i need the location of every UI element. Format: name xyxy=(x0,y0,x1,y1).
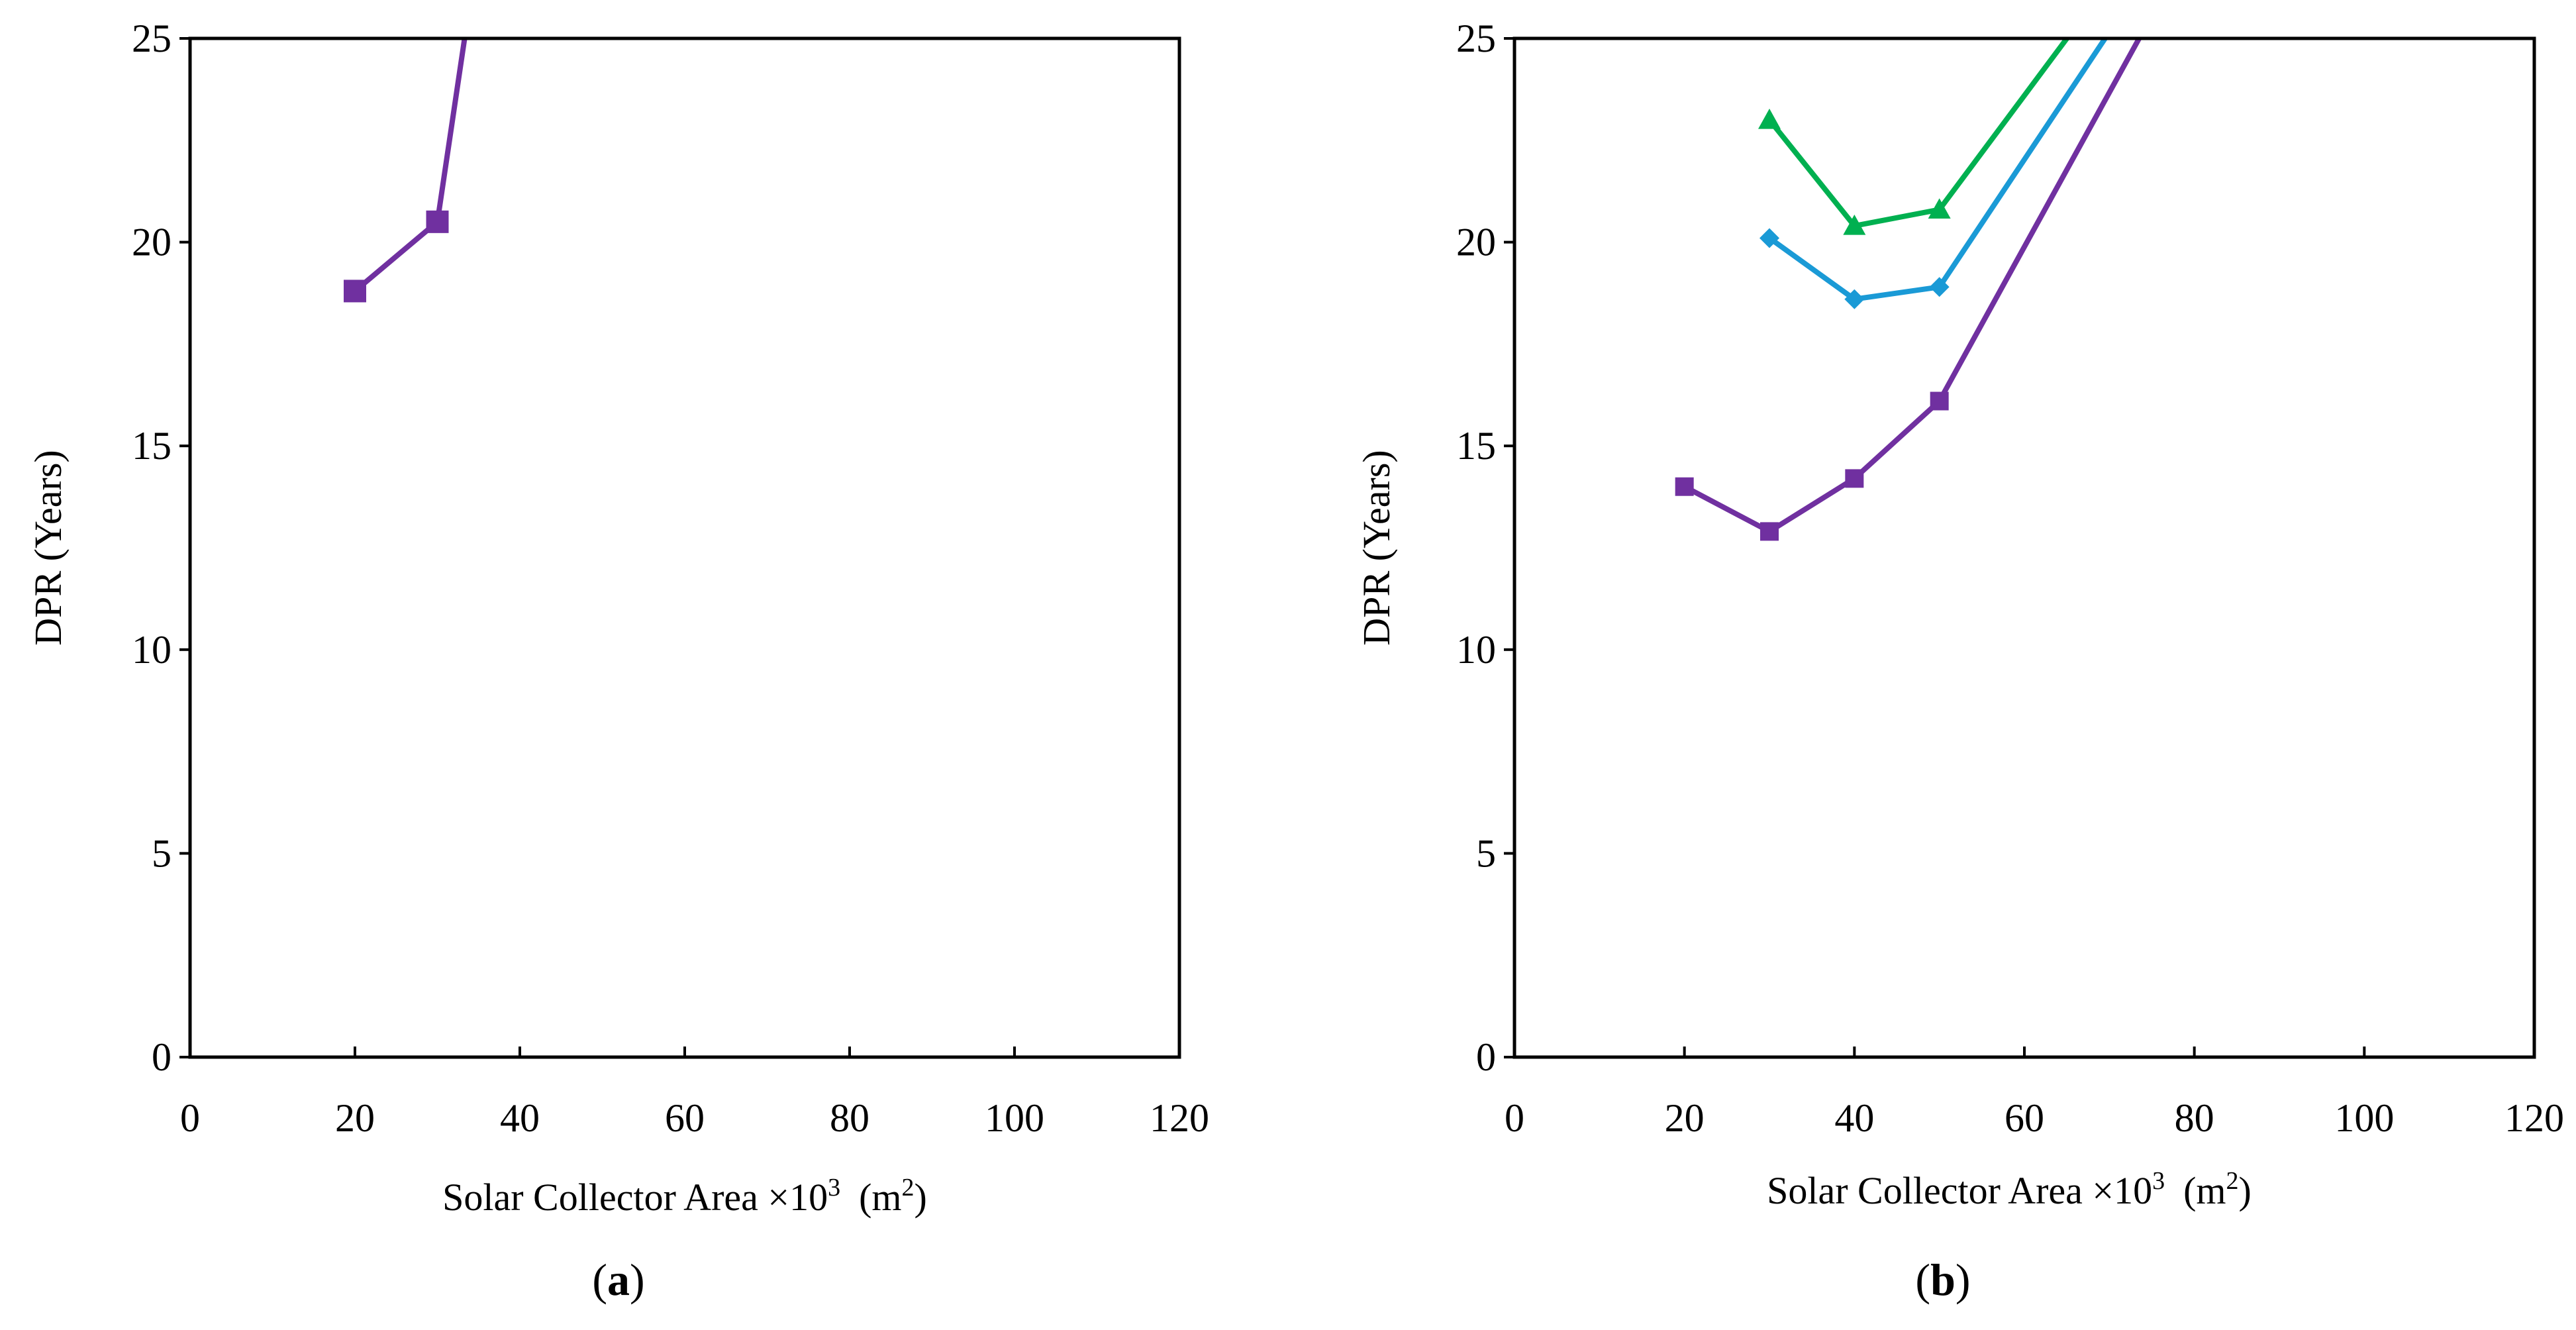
panel-a-series-purple-point xyxy=(344,280,366,303)
panel-b-series-purple-point xyxy=(1930,391,1949,411)
panel-b-y-tick-label: 10 xyxy=(1456,628,1496,672)
panel-b-x-axis-ticks: 0 20 40 60 80 100 120 xyxy=(1505,1047,2564,1140)
panel-b-y-tick-label: 15 xyxy=(1456,424,1496,468)
panel-b-y-tick-label: 0 xyxy=(1476,1035,1496,1079)
panel-b-series-green-point xyxy=(1843,214,1866,235)
panel-a-x-tick-label: 40 xyxy=(500,1096,540,1140)
panel-a-x-tick-label: 0 xyxy=(180,1096,200,1140)
panel-a-label-letter: a xyxy=(607,1254,630,1305)
panel-b-series-green-point xyxy=(1758,109,1781,129)
panel-b-series-purple-line xyxy=(1683,38,2142,535)
panel-b-label-letter: b xyxy=(1930,1254,1956,1305)
panel-b-series-blue-point xyxy=(1929,277,1950,297)
panel-b-y-tick-label: 5 xyxy=(1476,831,1496,875)
panel-b-x-tick-label: 40 xyxy=(1834,1096,1874,1140)
panel-b-series-blue-point xyxy=(1759,228,1779,248)
panel-a-series-purple-line xyxy=(353,38,468,293)
panel-b-label: (b) xyxy=(1915,1254,1970,1305)
panel-a-x-tick-label: 60 xyxy=(665,1096,705,1140)
panel-b-series-purple-point xyxy=(1845,469,1864,488)
panel-b-series-blue-point xyxy=(1844,289,1865,309)
panel-b-series-blue-line xyxy=(1767,38,2108,302)
panel-a-y-tick-label: 5 xyxy=(152,831,172,875)
panel-a-y-axis-ticks: 0 5 10 15 20 25 xyxy=(132,17,190,1079)
panel-b-series-purple-point xyxy=(1760,522,1779,541)
panel-b-x-axis-title-main: Solar Collector Area ×10 xyxy=(1767,1169,2152,1212)
panel-b-x-tick-label: 60 xyxy=(2005,1096,2044,1140)
panel-b-x-tick-label: 20 xyxy=(1665,1096,1705,1140)
panel-a-x-axis-title-unit: (m xyxy=(859,1176,901,1219)
panel-a-x-axis-title-sup: 3 xyxy=(828,1174,840,1202)
panel-a-y-axis-title: DPR (Years) xyxy=(26,450,70,645)
panel-b-plot-frame xyxy=(1512,36,2536,1059)
panel-b-series-green-line xyxy=(1767,38,2069,229)
panel-b-x-tick-label: 120 xyxy=(2504,1096,2564,1140)
panel-a-label: (a) xyxy=(592,1254,644,1305)
panel-b-series-green-point xyxy=(1928,198,1951,219)
panel-b-y-tick-label: 25 xyxy=(1456,17,1496,60)
panel-a-x-axis-title-unit-close: ) xyxy=(915,1176,927,1219)
panel-b-x-tick-label: 100 xyxy=(2334,1096,2394,1140)
panel-a-y-tick-label: 10 xyxy=(132,628,172,672)
panel-b-series-layer xyxy=(1675,38,2142,541)
panel-a-x-tick-label: 80 xyxy=(830,1096,869,1140)
panel-a-y-tick-label: 20 xyxy=(132,221,172,264)
panel-a-series-purple-point xyxy=(426,210,449,233)
panel-a-x-axis-title-unit-sup: 2 xyxy=(902,1174,915,1202)
panel-a-plot-frame xyxy=(188,36,1181,1059)
panel-a-y-tick-label: 15 xyxy=(132,424,172,468)
panel-b-y-tick-label: 20 xyxy=(1456,221,1496,264)
panel-b-chart: 0 5 10 15 20 25 0 20 40 60 80 100 120 DPR (Years) S… xyxy=(1355,17,2564,1305)
panel-a-x-axis-title-main: Solar Collector Area ×10 xyxy=(442,1176,828,1219)
panel-a-y-tick-label: 25 xyxy=(132,17,172,60)
panel-b-x-tick-label: 80 xyxy=(2175,1096,2214,1140)
panel-b-y-axis-title: DPR (Years) xyxy=(1355,450,1398,645)
panel-a-x-tick-label: 120 xyxy=(1150,1096,1209,1140)
panel-a-x-axis-title: Solar Collector Area ×103 (m2) xyxy=(442,1174,927,1219)
panel-b-y-axis-ticks: 0 5 10 15 20 25 xyxy=(1456,17,1514,1079)
panel-b-x-axis-title-sup: 3 xyxy=(2152,1167,2165,1195)
panel-b-x-axis-title: Solar Collector Area ×103 (m2) xyxy=(1767,1167,2252,1212)
panel-b-x-axis-title-unit-sup: 2 xyxy=(2226,1167,2239,1195)
panel-a-y-tick-label: 0 xyxy=(152,1035,172,1079)
panel-a-chart: 0 5 10 15 20 25 0 20 40 60 80 100 120 DPR (Years) S… xyxy=(26,17,1209,1305)
panel-a-x-tick-label: 20 xyxy=(335,1096,375,1140)
panel-a-x-axis-ticks: 0 20 40 60 80 100 120 xyxy=(180,1047,1209,1140)
panel-a-x-tick-label: 100 xyxy=(985,1096,1044,1140)
panel-b-x-axis-title-unit-close: ) xyxy=(2239,1169,2252,1212)
panel-b-x-axis-title-unit: (m xyxy=(2183,1169,2226,1212)
panel-b-x-tick-label: 0 xyxy=(1505,1096,1524,1140)
panel-a-series-layer xyxy=(344,38,468,303)
panel-b-series-purple-point xyxy=(1675,477,1694,496)
